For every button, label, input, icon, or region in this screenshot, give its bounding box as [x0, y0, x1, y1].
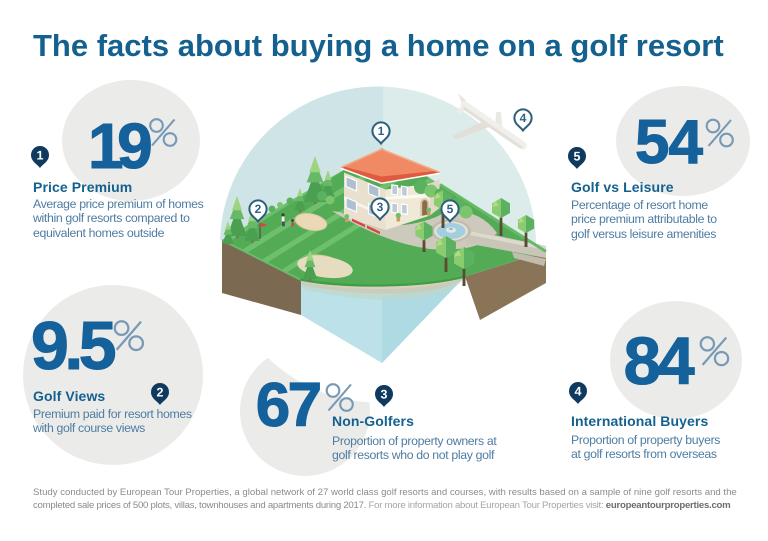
svg-text:5: 5 [447, 202, 454, 216]
svg-text:1: 1 [378, 124, 385, 138]
svg-text:3: 3 [381, 388, 388, 402]
svg-text:4: 4 [520, 111, 527, 125]
svg-text:4: 4 [575, 385, 582, 399]
svg-text:5: 5 [574, 150, 581, 164]
svg-text:2: 2 [255, 202, 262, 216]
svg-text:2: 2 [157, 386, 164, 400]
svg-text:3: 3 [377, 200, 384, 214]
svg-text:1: 1 [37, 149, 44, 163]
